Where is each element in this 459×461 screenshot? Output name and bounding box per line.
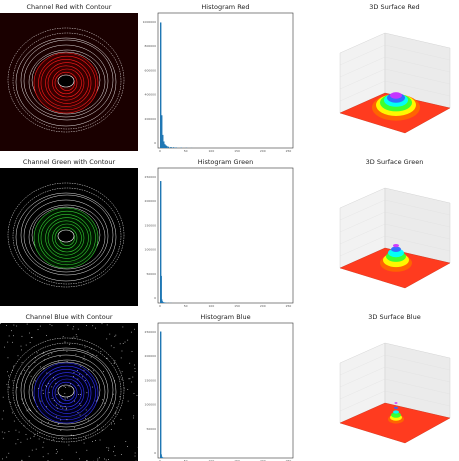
surface-band <box>393 410 399 413</box>
histogram-ytick: 200000 <box>145 199 157 203</box>
histogram-xtick: 150 <box>234 304 240 308</box>
histogram-ytick: 150000 <box>145 223 157 227</box>
histogram-ytick: 150000 <box>145 378 157 382</box>
histogram-ytick: 800000 <box>145 44 157 48</box>
histogram-xtick: 100 <box>209 304 215 308</box>
histogram-bar <box>168 147 169 148</box>
histogram-xtick: 50 <box>184 149 188 153</box>
histogram-xtick: 50 <box>184 304 188 308</box>
histogram-xtick: 200 <box>260 149 266 153</box>
contour-image <box>0 168 138 306</box>
histogram-ytick: 600000 <box>145 68 157 72</box>
surface-band <box>390 92 402 99</box>
histogram-ytick: 400000 <box>145 93 157 97</box>
surface-title: 3D Surface Red <box>330 3 459 11</box>
histogram-ytick: 0 <box>154 451 156 455</box>
histogram-title: Histogram Blue <box>158 313 293 321</box>
histogram-xtick: 250 <box>286 304 292 308</box>
histogram-ytick: 0 <box>154 296 156 300</box>
histogram-xtick: 250 <box>286 149 292 153</box>
histogram-xtick: 0 <box>159 304 161 308</box>
histogram-bar <box>170 147 171 148</box>
histogram-xtick: 200 <box>260 304 266 308</box>
surface-plot <box>330 323 459 458</box>
histogram-bar <box>160 332 161 458</box>
contour-image <box>0 323 138 461</box>
surface-plot <box>330 13 459 148</box>
histogram-ytick: 50000 <box>146 427 156 431</box>
histogram-ytick: 250000 <box>145 330 157 334</box>
histogram-ytick: 200000 <box>145 117 157 121</box>
contour-title: Channel Green with Contour <box>0 158 138 166</box>
histogram-bar <box>175 147 176 148</box>
contour-title: Channel Blue with Contour <box>0 313 138 321</box>
histogram-xtick: 0 <box>159 149 161 153</box>
histogram-bar <box>173 147 174 148</box>
surface-band <box>395 402 398 404</box>
histogram-ytick: 100000 <box>145 403 157 407</box>
histogram-ytick: 0 <box>154 141 156 145</box>
histogram-ytick: 200000 <box>145 354 157 358</box>
contour-image <box>0 13 138 151</box>
histogram-ytick: 50000 <box>146 272 156 276</box>
surface-band <box>393 244 399 247</box>
surface-title: 3D Surface Green <box>330 158 459 166</box>
histogram-title: Histogram Red <box>158 3 293 11</box>
surface-plot <box>330 168 459 303</box>
histogram-ytick: 100000 <box>145 248 157 252</box>
surface-band <box>391 246 401 252</box>
histogram-xtick: 150 <box>234 149 240 153</box>
surface-band <box>394 407 398 409</box>
histogram-ytick: 250000 <box>145 175 157 179</box>
histogram-bar <box>161 276 162 303</box>
contour-title: Channel Red with Contour <box>0 3 138 11</box>
histogram-bar <box>166 146 167 148</box>
histogram-xtick: 100 <box>209 149 215 153</box>
histogram-ytick: 1000000 <box>143 20 156 24</box>
histogram-title: Histogram Green <box>158 158 293 166</box>
surface-title: 3D Surface Blue <box>330 313 459 321</box>
